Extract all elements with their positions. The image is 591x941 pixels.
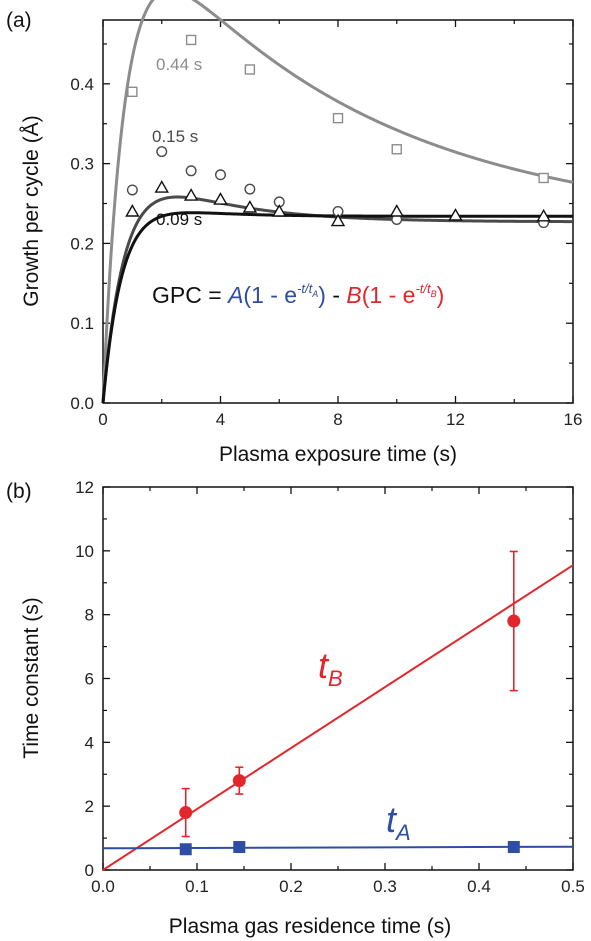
data-point-tB bbox=[179, 806, 193, 820]
y-tick-label: 0.1 bbox=[70, 314, 94, 333]
data-point-triangle bbox=[125, 204, 140, 217]
eq-mid-paren: ) bbox=[318, 282, 326, 308]
panel-b-points bbox=[179, 550, 521, 856]
data-point-square bbox=[538, 172, 549, 184]
eq-A: A bbox=[226, 282, 243, 308]
eq-subA: A bbox=[311, 289, 318, 299]
eq-B: B bbox=[346, 282, 361, 308]
data-point-square bbox=[244, 64, 256, 75]
data-point-tA bbox=[233, 841, 246, 854]
y-tick-label: 2 bbox=[85, 797, 94, 816]
data-point-circle bbox=[214, 169, 226, 181]
y-tick-label: 0.4 bbox=[70, 75, 94, 94]
y-tick-label: 0.0 bbox=[70, 394, 94, 413]
tA-label: tA bbox=[386, 799, 411, 845]
fit-curve-0.44s bbox=[101, 0, 574, 404]
data-point-circle bbox=[244, 183, 256, 195]
eq-termA: (1 - e bbox=[243, 282, 297, 308]
panel-b: (b) 0.0 0.1 0.2 0.3 0.4 0.5 0 2 4 6 8 10 12 tB tA Pl… bbox=[6, 478, 585, 938]
data-point-square bbox=[185, 34, 197, 46]
data-point-triangle bbox=[183, 188, 199, 201]
eq-subB: B bbox=[431, 289, 437, 299]
series-label-0.09s: 0.09 s bbox=[156, 210, 202, 229]
data-point-circle bbox=[126, 184, 138, 196]
data-point-triangle bbox=[242, 200, 258, 213]
data-point-tA bbox=[507, 841, 520, 854]
panel-b-ylabel: Time constant (s) bbox=[20, 597, 43, 758]
y-tick-label: 10 bbox=[75, 542, 94, 561]
data-point-tA bbox=[179, 843, 192, 856]
data-point-circle bbox=[156, 146, 168, 158]
data-point-triangle bbox=[330, 213, 346, 227]
x-tick-label: 12 bbox=[446, 410, 465, 429]
panel-a-ylabel: Growth per cycle (Å) bbox=[20, 115, 43, 306]
series-label-0.15s: 0.15 s bbox=[152, 127, 198, 146]
panel-b-fit-lines bbox=[102, 564, 574, 871]
eq-minus: - bbox=[326, 282, 346, 308]
y-tick-label: 0.3 bbox=[70, 155, 94, 174]
x-tick-label: 0.1 bbox=[185, 877, 209, 896]
data-point-triangle bbox=[213, 192, 228, 205]
series-label-0.44s: 0.44 s bbox=[156, 55, 202, 74]
data-point-square bbox=[332, 112, 344, 124]
x-tick-label: 4 bbox=[216, 410, 225, 429]
x-tick-label: 8 bbox=[333, 410, 342, 429]
y-tick-label: 6 bbox=[85, 670, 94, 689]
data-point-triangle bbox=[448, 208, 463, 221]
y-tick-label: 12 bbox=[75, 478, 94, 497]
panel-a: (a) 0 4 8 12 16 0.0 0.1 0.2 0.3 0.4 0.44 s 0.15 s… bbox=[6, 0, 582, 466]
y-tick-label: 4 bbox=[85, 733, 94, 752]
data-point-tB bbox=[232, 774, 246, 788]
y-tick-label: 0 bbox=[85, 861, 94, 880]
y-tick-label: 0.2 bbox=[70, 234, 94, 253]
data-point-triangle bbox=[154, 180, 169, 193]
data-point-triangle bbox=[389, 204, 404, 217]
eq-end-paren: ) bbox=[437, 282, 445, 308]
x-tick-label: 16 bbox=[564, 410, 583, 429]
data-point-triangle bbox=[272, 204, 287, 217]
eq-supB: -t/t bbox=[415, 281, 432, 296]
x-tick-label: 0.2 bbox=[279, 877, 303, 896]
data-point-circle bbox=[185, 165, 197, 177]
data-point-square bbox=[391, 144, 402, 155]
x-tick-label: 0 bbox=[98, 410, 107, 429]
panel-b-xlabel: Plasma gas residence time (s) bbox=[169, 915, 451, 938]
y-tick-label: 8 bbox=[85, 606, 94, 625]
panel-b-label: (b) bbox=[6, 480, 32, 503]
data-point-tB bbox=[507, 614, 521, 628]
data-point-triangle bbox=[536, 208, 551, 222]
panel-a-label: (a) bbox=[6, 9, 32, 32]
x-tick-label: 0.4 bbox=[467, 877, 491, 896]
eq-prefix: GPC = bbox=[152, 282, 228, 308]
fit-line-tB bbox=[102, 564, 574, 871]
gpc-equation: GPC = A(1 - e-t/tA) - B(1 - e-t/tB) bbox=[152, 281, 444, 308]
data-point-square bbox=[127, 86, 138, 98]
tB-label: tB bbox=[318, 645, 343, 691]
eq-supA: -t/t bbox=[297, 281, 314, 296]
panel-a-points bbox=[125, 34, 551, 229]
x-tick-label: 0.0 bbox=[91, 877, 115, 896]
panel-a-ticks: 0 4 8 12 16 0.0 0.1 0.2 0.3 0.4 bbox=[70, 20, 582, 429]
x-tick-label: 0.5 bbox=[561, 877, 585, 896]
eq-termB: (1 - e bbox=[362, 282, 416, 308]
panel-b-ticks: 0.0 0.1 0.2 0.3 0.4 0.5 0 2 4 6 8 10 12 bbox=[75, 478, 585, 896]
panel-a-xlabel: Plasma exposure time (s) bbox=[219, 443, 457, 466]
fit-line-tA bbox=[102, 845, 574, 850]
x-tick-label: 0.3 bbox=[373, 877, 397, 896]
